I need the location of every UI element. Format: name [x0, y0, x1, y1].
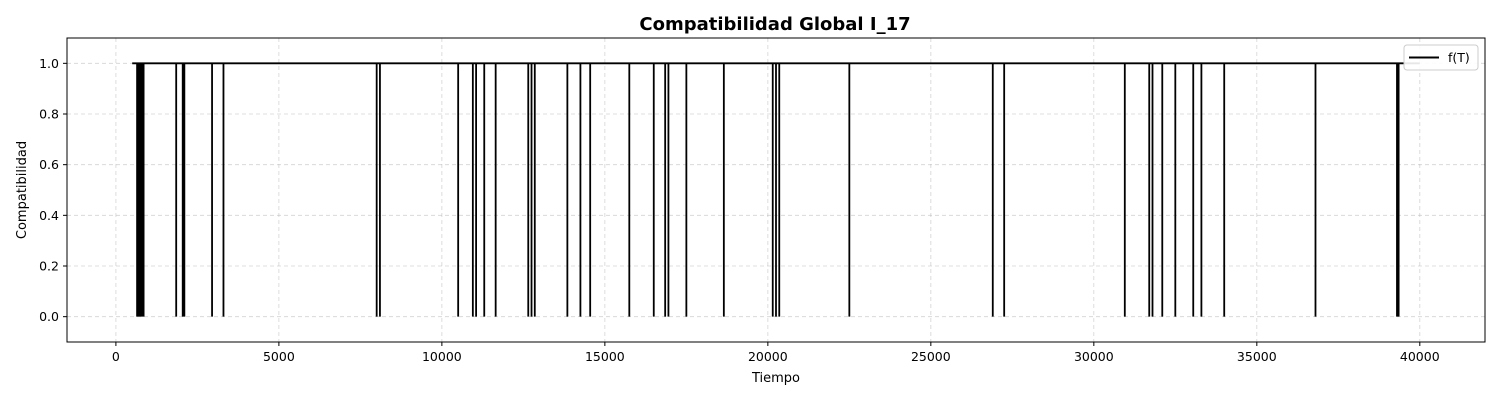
y-tick-label: 0.8 [39, 107, 59, 122]
y-tick-label: 0.4 [39, 208, 59, 223]
y-tick-label: 0.2 [39, 259, 59, 274]
chart-title: Compatibilidad Global I_17 [639, 14, 910, 35]
x-tick-label: 40000 [1400, 349, 1440, 364]
data-layer [132, 62, 1420, 317]
legend-label: f(T) [1448, 50, 1470, 65]
legend: f(T) [1403, 44, 1479, 71]
x-tick-label: 30000 [1074, 349, 1114, 364]
y-tick-label: 0.6 [39, 157, 59, 172]
legend-box [1403, 44, 1479, 71]
x-axis-label: Tiempo [751, 371, 800, 386]
y-axis-label: Compatibilidad [15, 141, 30, 239]
x-tick-label: 35000 [1237, 349, 1277, 364]
x-tick-label: 10000 [422, 349, 462, 364]
x-tick-label: 0 [112, 349, 120, 364]
plot-frame [66, 37, 1486, 343]
ticks-layer: 0 5000 10000 15000 20000 25000 30000 35000 40000… [39, 56, 1440, 364]
y-tick-label: 1.0 [39, 56, 59, 71]
x-tick-label: 5000 [263, 349, 295, 364]
x-tick-label: 25000 [911, 349, 951, 364]
x-tick-label: 15000 [585, 349, 625, 364]
series-line-f-T [132, 62, 1420, 317]
y-tick-label: 0.0 [39, 309, 59, 324]
x-tick-label: 20000 [748, 349, 788, 364]
